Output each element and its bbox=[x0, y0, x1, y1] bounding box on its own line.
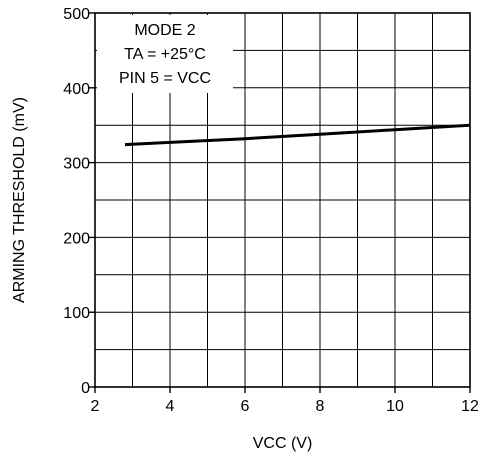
x-tick-label: 6 bbox=[241, 398, 250, 415]
x-tick-label: 4 bbox=[166, 398, 175, 415]
y-axis-label: ARMING THRESHOLD (mV) bbox=[11, 97, 28, 303]
x-tick-label: 2 bbox=[91, 398, 100, 415]
y-axis-ticks: 0 100 200 300 400 500 bbox=[63, 6, 95, 397]
x-axis-label: VCC (V) bbox=[253, 435, 313, 452]
x-axis-ticks: 2 4 6 8 10 12 bbox=[91, 387, 479, 415]
plot-border bbox=[94, 12, 471, 388]
annotation-box: MODE 2 TA = +25°C PIN 5 = VCC bbox=[97, 15, 233, 93]
y-tick-label: 400 bbox=[63, 81, 90, 98]
y-tick-label: 100 bbox=[63, 305, 90, 322]
series-line bbox=[124, 123, 471, 147]
x-tick-label: 10 bbox=[386, 398, 404, 415]
annotation-background bbox=[97, 15, 233, 93]
annotation-mode: MODE 2 bbox=[134, 22, 195, 39]
data-series bbox=[124, 123, 471, 147]
y-tick-label: 300 bbox=[63, 156, 90, 173]
y-tick-label: 200 bbox=[63, 230, 90, 247]
x-tick-label: 8 bbox=[316, 398, 325, 415]
annotation-pin5: PIN 5 = VCC bbox=[119, 70, 211, 87]
y-tick-label: 500 bbox=[63, 6, 90, 23]
x-tick-label: 12 bbox=[461, 398, 479, 415]
y-tick-label: 0 bbox=[81, 380, 90, 397]
annotation-temperature: TA = +25°C bbox=[124, 46, 206, 63]
